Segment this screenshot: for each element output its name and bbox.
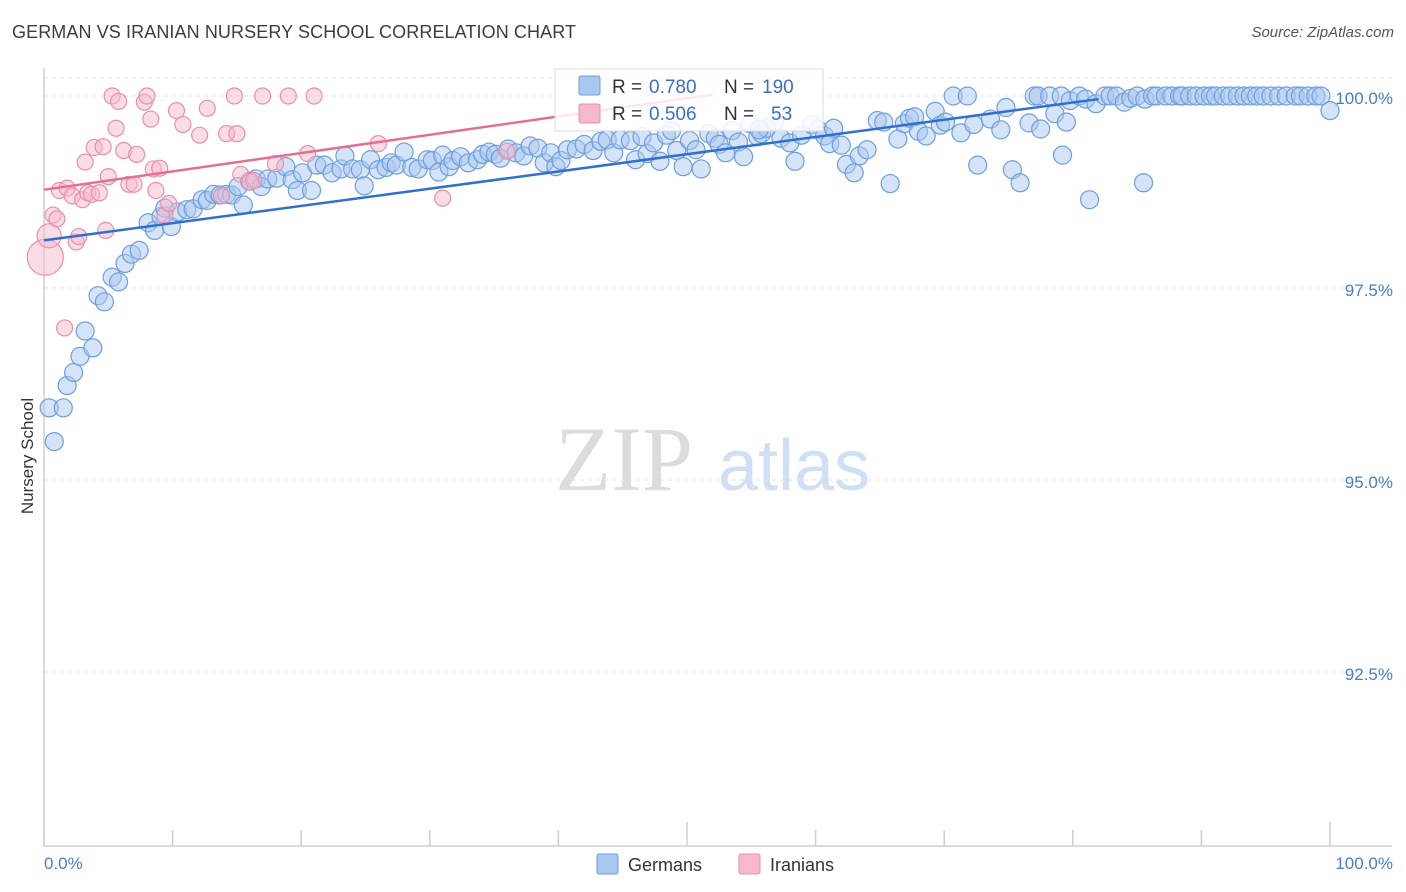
data-point-iranians [160,194,178,213]
data-point-germans [1056,112,1076,132]
legend-n-label-germans: N = [724,77,754,98]
y-tick-label: 92.5% [1345,665,1393,684]
bottom-legend-label-germans: Germans [628,855,702,875]
data-point-germans [1052,145,1073,165]
data-point-germans [1010,173,1030,193]
data-point-iranians [225,87,243,105]
data-point-germans [935,112,956,132]
data-point-germans [916,126,936,146]
y-axis-label: Nursery School [18,398,37,514]
legend-r-label-germans: R = [612,77,642,98]
data-point-iranians [212,187,231,205]
data-point-iranians [107,119,125,137]
data-point-germans [991,120,1011,140]
chart-source: Source: ZipAtlas.com [1251,24,1394,41]
data-point-iranians [174,115,192,134]
data-point-germans [1133,173,1154,193]
data-point-germans [686,140,706,160]
data-point-germans [857,140,877,160]
data-point-iranians [109,92,128,110]
data-point-germans [691,159,711,179]
chart-title: GERMAN VS IRANIAN NURSERY SCHOOL CORRELA… [12,22,577,42]
data-point-germans [957,86,977,106]
data-point-iranians [127,145,146,163]
legend-swatch-germans [578,75,601,96]
legend-r-label-iranians: R = [612,104,642,125]
axes [43,68,1392,847]
data-point-germans [44,432,64,452]
data-point-germans [1031,119,1051,139]
data-point-iranians [94,138,112,156]
bottom-legend-swatch-iranians [738,853,761,875]
legend-swatch-iranians [578,103,601,124]
data-point-germans [1320,100,1340,121]
data-point-iranians [167,101,186,120]
data-point-germans [650,151,670,171]
data-point-iranians [147,181,165,200]
x-tick-label-max: 100.0% [1335,854,1393,873]
data-point-iranians [498,142,516,160]
data-point-iranians [76,153,94,171]
data-point-germans [785,151,805,171]
data-point-germans [233,195,253,215]
data-point-germans [354,176,374,196]
x-tick-label-min: 0.0% [44,854,83,873]
data-point-iranians [254,87,272,105]
y-tick-label: 95.0% [1345,473,1393,492]
data-point-iranians [142,110,160,128]
series-iranians-points [26,87,516,337]
watermark-atlas: atlas [718,426,870,506]
watermark-zip: ZIP [555,408,693,510]
data-point-iranians [90,184,108,202]
data-point-iranians [305,87,323,105]
data-point-iranians [191,126,209,144]
legend-n-label-iranians: N = [724,104,754,125]
legend-n-value-iranians: 53 [771,104,792,125]
bottom-legend-swatch-germans [596,853,619,875]
data-point-iranians [48,210,66,228]
data-point-germans [63,362,84,383]
legend-n-value-germans: 190 [762,77,794,98]
gridlines [44,77,1392,673]
data-point-germans [129,240,149,260]
data-point-germans [964,114,984,135]
data-point-germans [301,180,322,201]
data-point-germans [996,97,1016,118]
data-point-iranians [228,125,246,143]
data-point-germans [1079,190,1100,210]
data-point-iranians [198,99,216,117]
data-point-germans [83,338,103,358]
data-point-iranians [36,223,62,249]
data-point-germans [394,142,414,162]
stats-legend: R = 0.780 N = 190 R = 0.506 N = 53 [554,68,824,132]
data-point-germans [75,321,95,341]
data-point-germans [1311,86,1331,106]
data-point-iranians [245,171,263,190]
data-point-germans [880,173,900,194]
legend-r-value-germans: 0.780 [649,77,697,98]
data-point-germans [53,398,73,418]
y-tick-labels: 100.0% 97.5% 95.0% 92.5% [1335,89,1393,684]
bottom-legend-label-iranians: Iranians [770,855,834,875]
series-legend: Germans Iranians [596,853,834,875]
x-ticks [43,822,1331,846]
data-point-germans [844,163,864,183]
data-point-iranians [55,319,74,337]
y-tick-label: 97.5% [1345,281,1393,300]
data-point-germans [108,272,129,292]
trendline-germans [43,97,1099,242]
y-tick-label: 100.0% [1335,89,1393,108]
data-point-iranians [138,87,156,105]
series-germans-points [39,86,1340,452]
legend-r-value-iranians: 0.506 [649,104,697,125]
data-point-germans [673,157,693,177]
data-point-germans [733,147,754,167]
data-point-germans [968,155,988,175]
data-point-iranians [434,189,452,207]
data-point-germans [94,292,115,312]
data-point-germans [831,135,851,155]
data-point-iranians [279,87,297,105]
